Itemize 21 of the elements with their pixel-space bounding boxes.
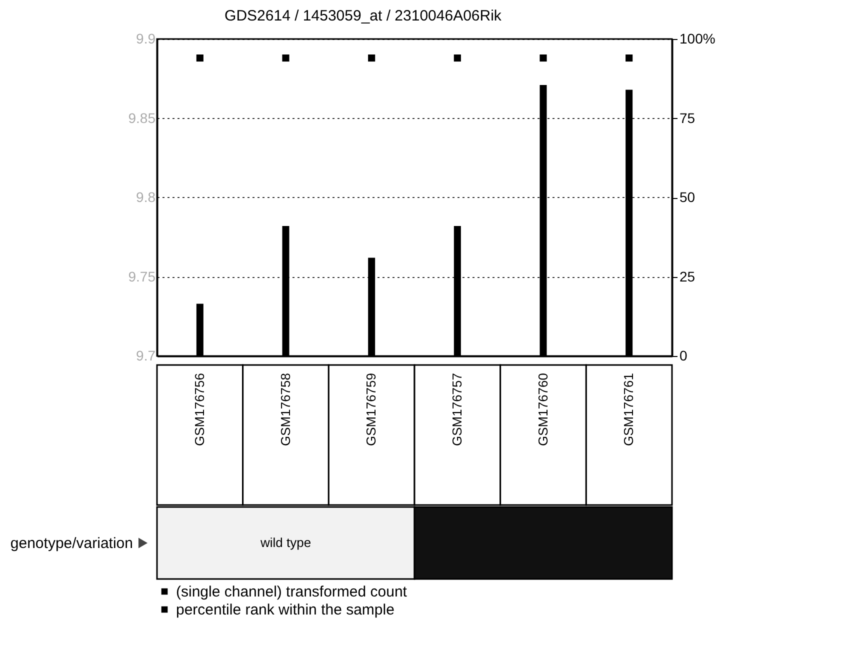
x-tick-label: GSM176761 <box>621 373 636 446</box>
x-tick-label: GSM176758 <box>278 373 293 446</box>
y2-tick-label: 50 <box>680 189 696 205</box>
text: genotype/variation <box>10 535 133 552</box>
x-tick-label: GSM176757 <box>449 373 464 446</box>
x-tick-label: GSM176760 <box>535 373 550 446</box>
y2-tick-label: 0 <box>680 348 688 364</box>
y2-tick-label: 25 <box>680 268 696 284</box>
chart-title: GDS2614 / 1453059_at / 2310046A06Rik <box>224 7 502 24</box>
legend-label: percentile rank within the sample <box>176 602 394 618</box>
y-tick-label: 9.75 <box>128 268 156 284</box>
y-tick-label: 9.85 <box>128 110 156 126</box>
legend-label: (single channel) transformed count <box>176 584 408 600</box>
y2-tick-label: 75 <box>680 110 696 126</box>
y-tick-label: 9.8 <box>136 189 156 205</box>
x-tick-label: GSM176759 <box>364 373 379 446</box>
y-tick-label: 9.7 <box>136 348 156 364</box>
y2-tick-label: 100% <box>680 30 716 46</box>
text: wild type <box>259 535 312 550</box>
x-tick-label: GSM176756 <box>192 373 207 446</box>
y-tick-label: 9.9 <box>136 30 156 46</box>
